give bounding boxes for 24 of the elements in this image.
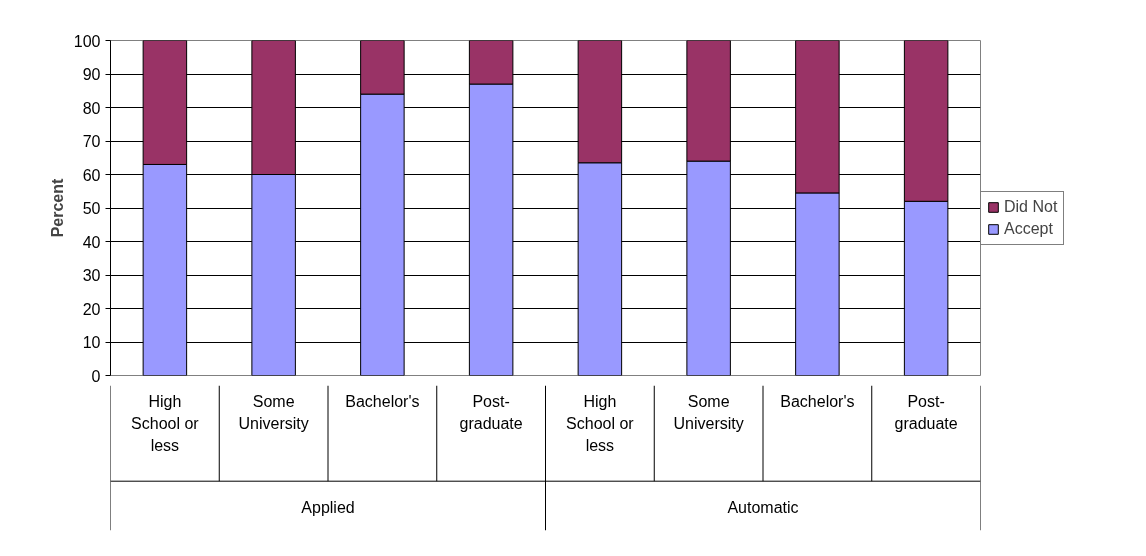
x-tick-label: Post-graduate	[459, 392, 523, 432]
text: Applied	[301, 498, 355, 516]
legend-label: Did Not	[1004, 198, 1058, 216]
y-axis-title: Percent	[48, 177, 66, 238]
x-tick-label: Post-graduate	[894, 392, 958, 432]
y-tick-label: 90	[82, 66, 101, 83]
x-tick-label: Some University	[673, 392, 744, 432]
text: Automatic	[727, 498, 799, 516]
legend-label: Accept	[1004, 220, 1053, 238]
y-tick-label: 10	[82, 334, 101, 351]
y-tick-label: 40	[82, 233, 101, 251]
y-tick-label: 100	[73, 32, 101, 50]
y-tick-label: 80	[82, 99, 101, 117]
y-tick-label: 60	[82, 166, 101, 184]
y-tick-label: 70	[82, 133, 101, 150]
x-tick-label: Some University	[238, 392, 309, 432]
y-tick-label: 0	[91, 367, 101, 385]
x-tick-label: High School or less	[566, 392, 635, 454]
x-tick-label: High School or less	[131, 392, 200, 454]
x-tick-label: Bachelor's	[780, 392, 855, 410]
y-tick-label: 50	[82, 200, 101, 217]
y-tick-label: 30	[82, 267, 101, 284]
x-tick-label: Bachelor's	[345, 392, 420, 410]
y-tick-label: 20	[82, 300, 101, 318]
